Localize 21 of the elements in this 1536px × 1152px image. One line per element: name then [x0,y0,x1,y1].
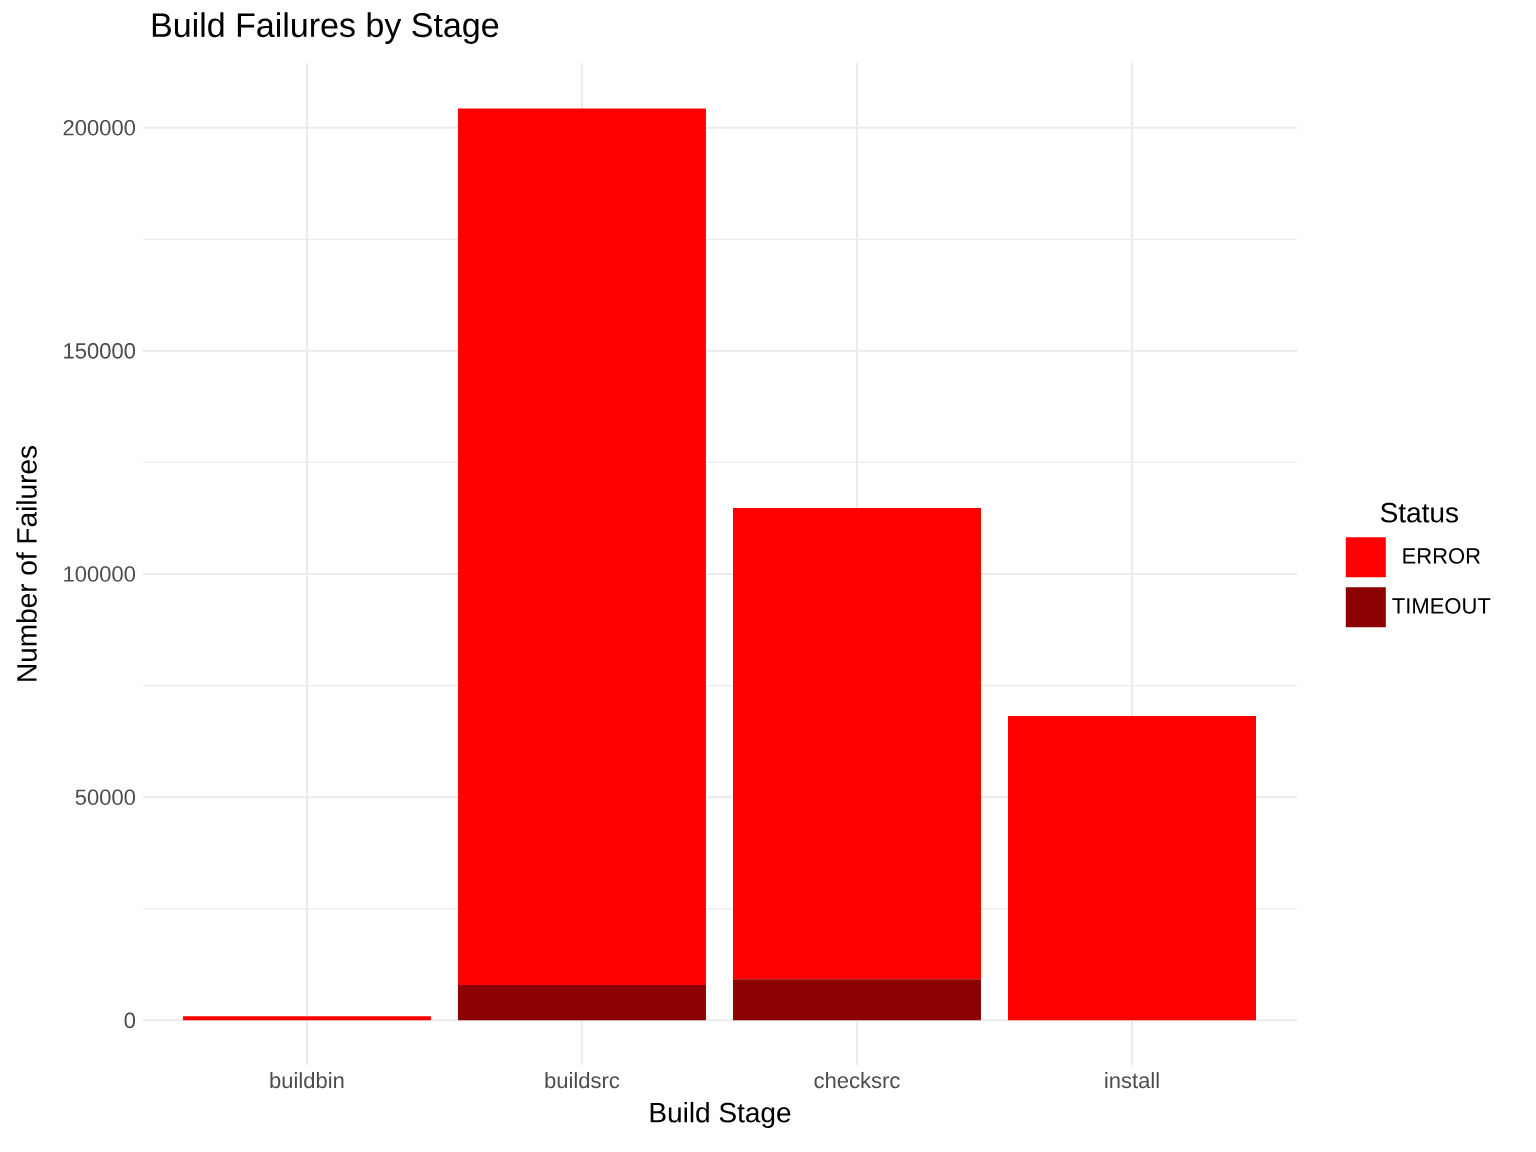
legend-label: TIMEOUT [1392,598,1491,614]
legend-title: Status [1380,502,1458,523]
y-tick-label: 200000 [63,119,136,136]
bar [182,1016,431,1021]
bar [732,979,981,1021]
bar [457,108,706,986]
x-tick-label: install [1105,1072,1159,1089]
bar [1008,715,1256,1021]
bar [732,507,981,980]
y-tick-label: 0 [124,1012,136,1029]
x-tick-label: checksrc [814,1072,900,1089]
legend-label: ERROR [1403,548,1481,564]
bar [457,985,706,1021]
y-tick-label: 100000 [64,566,136,582]
y-tick-label: 50000 [75,789,136,805]
x-axis-title: Build Stage [650,1101,791,1129]
y-axis-title: Number of Failures [16,446,37,681]
x-tick-label: buildbin [270,1072,344,1089]
y-tick-label: 150000 [64,343,136,359]
x-tick-label: buildsrc [545,1072,620,1089]
chart-title: Build Failures by Stage [152,12,499,44]
